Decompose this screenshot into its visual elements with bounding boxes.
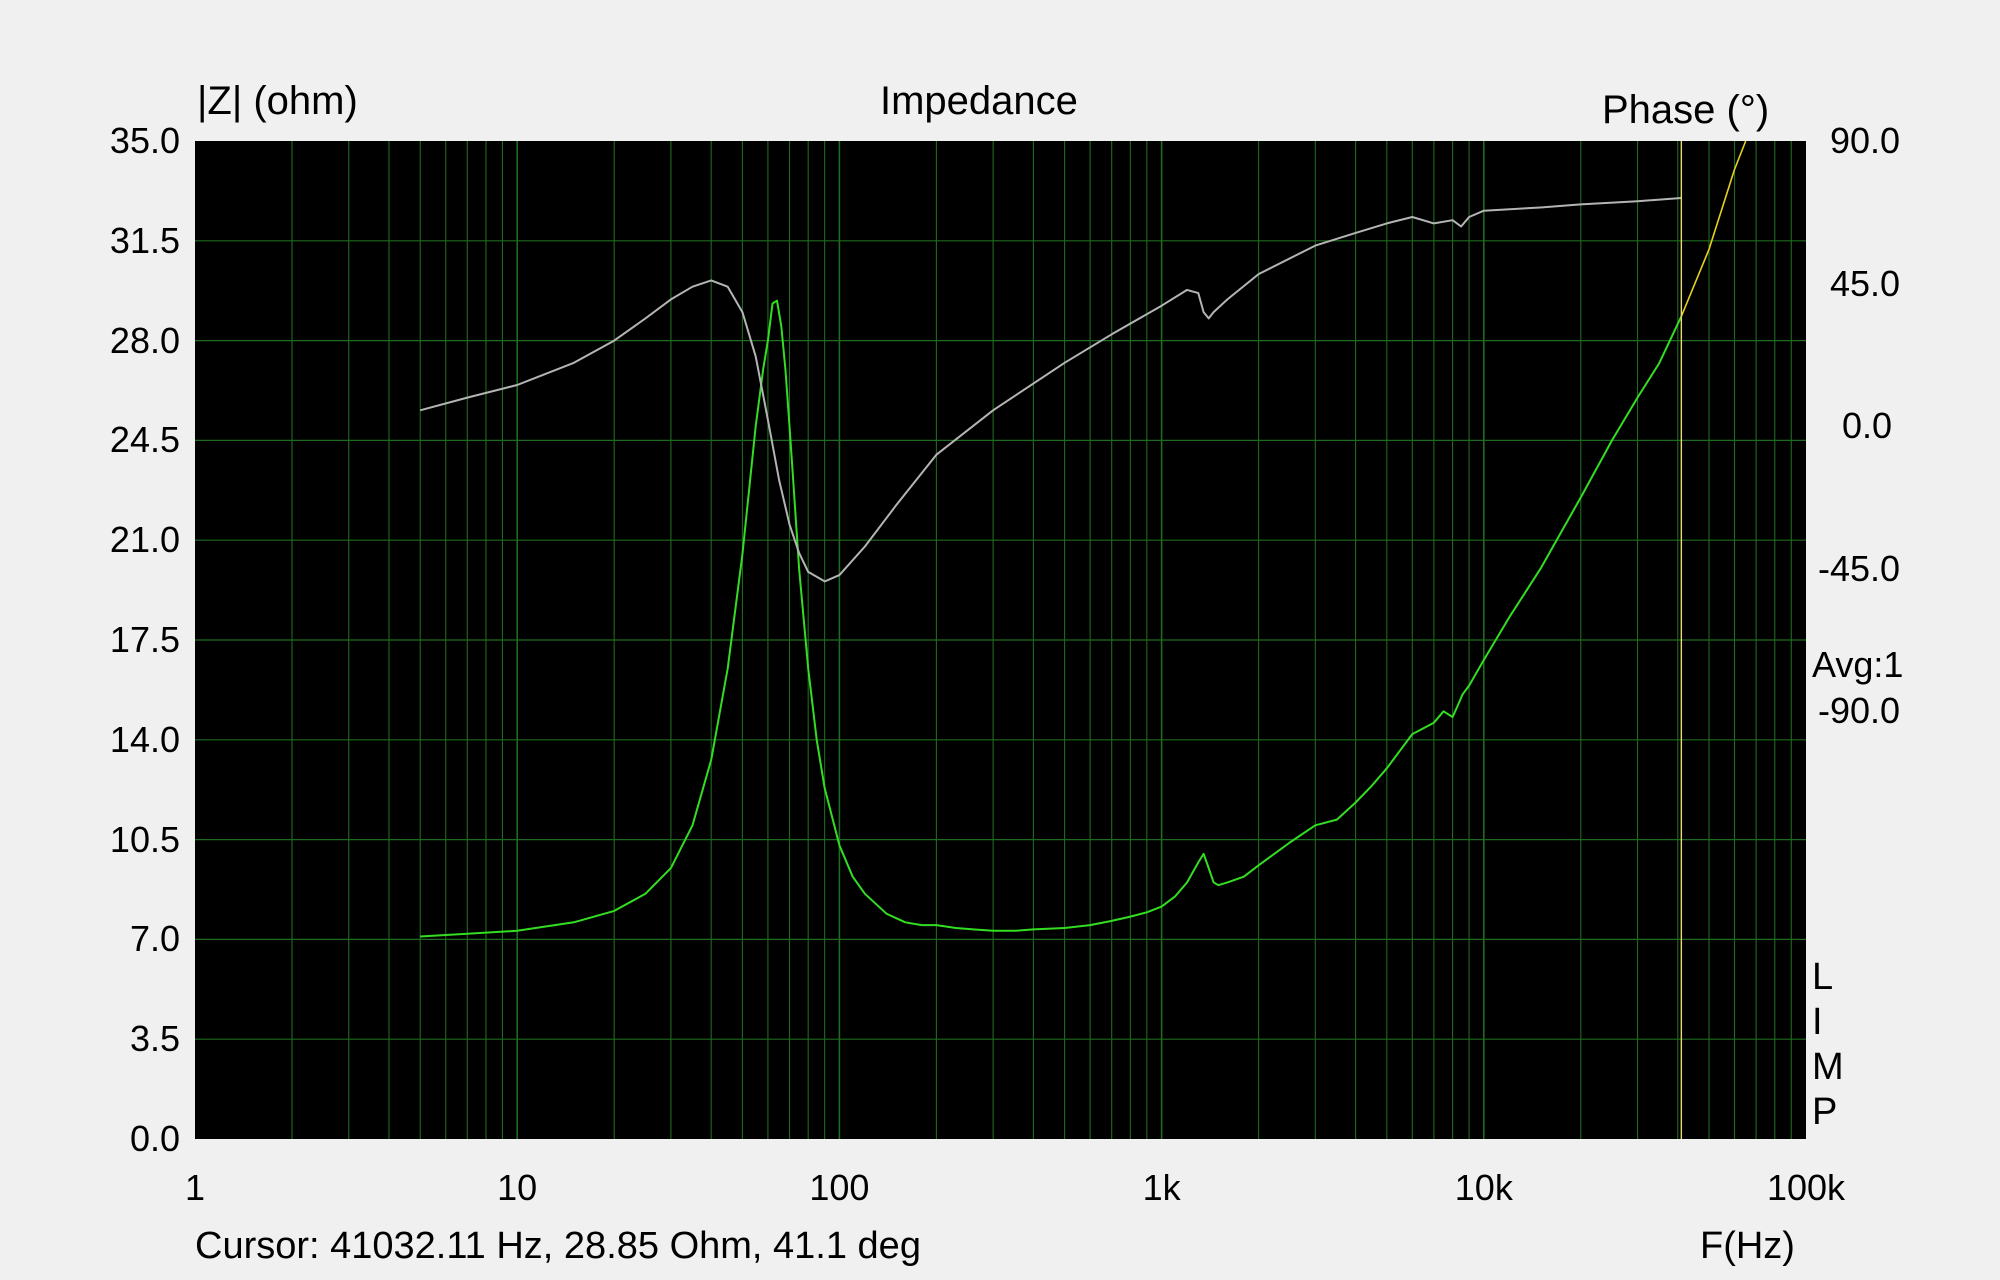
x-tick-label: 10 <box>497 1167 538 1208</box>
y-right-tick-label: 90.0 <box>1830 120 1901 161</box>
y-left-tick-label: 24.5 <box>109 419 180 461</box>
y-left-tick-label: 7.0 <box>129 918 180 960</box>
limp-letter-p: P <box>1812 1091 1838 1133</box>
data-series <box>419 140 1747 1139</box>
y-right-tick-label: 45.0 <box>1830 262 1901 304</box>
chart-title: Impedance <box>880 79 1078 123</box>
x-axis-title: F(Hz) <box>1700 1225 1795 1267</box>
y-left-tick-label: 28.0 <box>109 319 180 361</box>
x-tick-label: 1 <box>184 1167 206 1208</box>
y-left-tick-label: 17.5 <box>109 619 180 660</box>
x-tick-label: 100k <box>1766 1167 1846 1208</box>
y-left-tick-label: 3.5 <box>129 1018 180 1060</box>
y-right-tick-label: -45.0 <box>1818 547 1901 589</box>
cursor-readout: Cursor: 41032.11 Hz, 28.85 Ohm, 41.1 deg <box>195 1225 921 1267</box>
y-right-tick-label: 0.0 <box>1842 405 1893 447</box>
grid-lines <box>195 141 1806 1139</box>
x-tick-label: 10k <box>1454 1167 1513 1208</box>
y-left-tick-label: 35.0 <box>109 120 180 161</box>
x-tick-label: 100 <box>809 1167 870 1208</box>
limp-letter-l: L <box>1812 956 1834 998</box>
y-left-tick-label: 14.0 <box>109 718 180 760</box>
y-left-axis-title: |Z| (ohm) <box>197 79 358 123</box>
limp-letter-i: I <box>1812 1001 1823 1043</box>
y-left-tick-label: 10.5 <box>109 818 180 860</box>
y-left-tick-label: 31.5 <box>109 219 180 261</box>
y-left-tick-label: 21.0 <box>109 519 180 561</box>
impedance-curve <box>420 299 1683 938</box>
y-right-axis-title: Phase (°) <box>1602 88 1770 132</box>
y-left-tick-label: 0.0 <box>129 1118 180 1159</box>
phase-curve <box>419 197 1682 583</box>
average-count-label: Avg:1 <box>1812 644 1904 685</box>
x-tick-label: 1k <box>1142 1167 1181 1208</box>
y-right-tick-label: -90.0 <box>1818 690 1901 732</box>
impedance-extrapolated-curve <box>1680 140 1747 317</box>
limp-letter-m: M <box>1812 1046 1844 1088</box>
